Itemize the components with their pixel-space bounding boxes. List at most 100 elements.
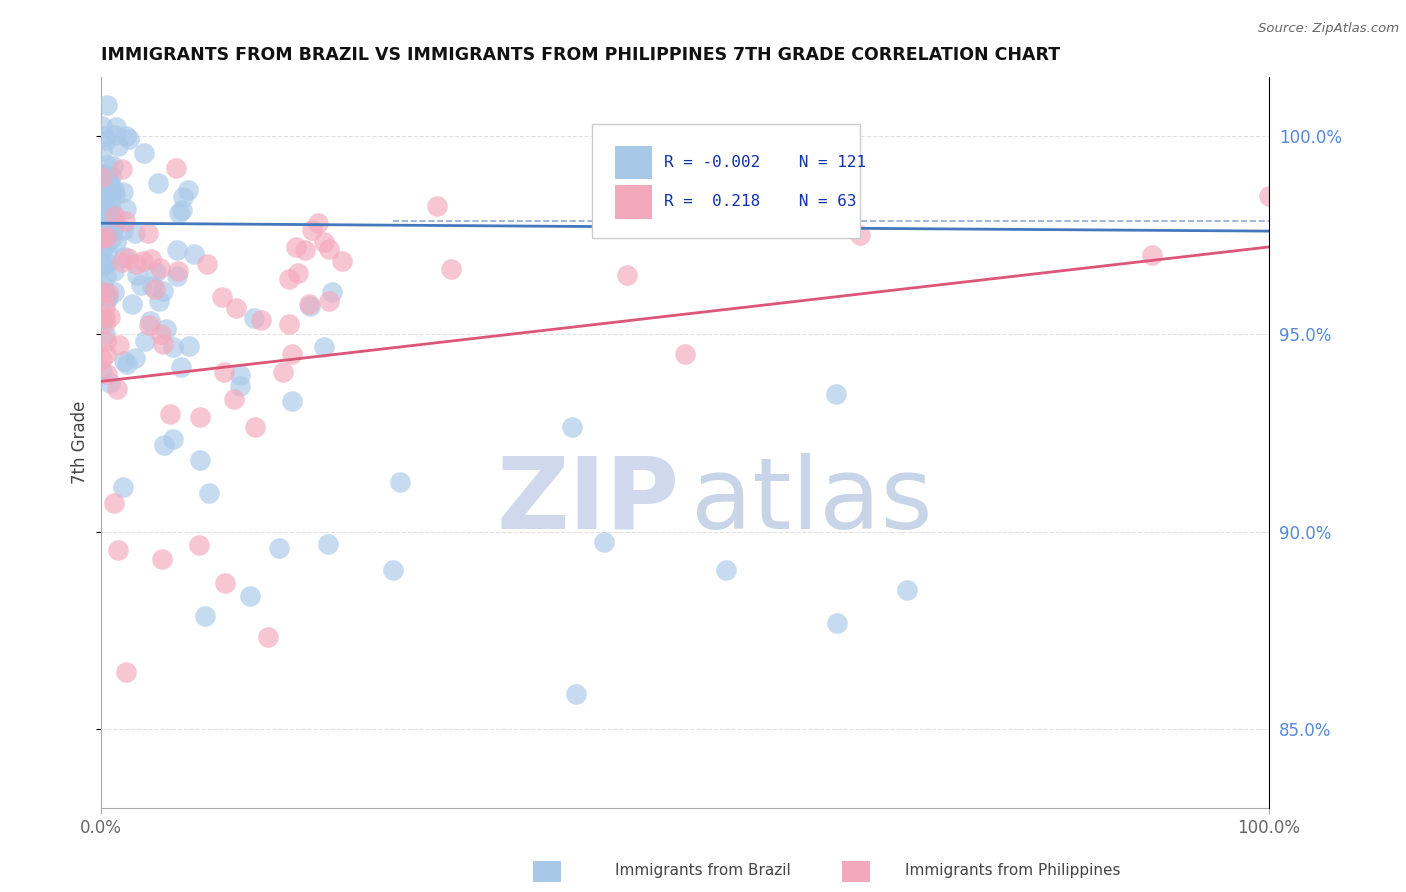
Point (301, 223, 323, 237)
Point (103, 264, 125, 278)
Point (114, 202, 136, 216)
Point (93, 129, 115, 144)
Point (139, 314, 162, 328)
Point (93, 218, 115, 232)
Point (91, 214, 114, 228)
Point (91, 363, 114, 377)
Point (148, 293, 170, 308)
Point (112, 185, 135, 199)
Point (195, 257, 218, 271)
Point (117, 357, 139, 371)
Point (426, 199, 449, 213)
Point (97, 227, 120, 242)
Point (107, 543, 129, 558)
Point (96, 201, 118, 215)
Point (93, 311, 115, 326)
Point (94, 334, 117, 348)
Point (125, 268, 148, 283)
Point (115, 129, 138, 144)
Point (91, 231, 114, 245)
Point (298, 297, 321, 311)
Point (278, 317, 301, 331)
Text: R =  0.218    N = 63: R = 0.218 N = 63 (664, 194, 856, 210)
Point (176, 183, 198, 197)
Point (100, 205, 122, 219)
Text: Immigrants from Brazil: Immigrants from Brazil (616, 863, 790, 878)
Point (159, 407, 181, 421)
Point (243, 310, 266, 325)
Point (256, 630, 278, 644)
Point (593, 534, 616, 549)
Text: R = -0.002    N = 121: R = -0.002 N = 121 (664, 155, 866, 170)
Point (330, 254, 353, 268)
Point (307, 216, 329, 230)
Point (229, 368, 252, 382)
Point (287, 266, 309, 280)
Point (91, 260, 114, 274)
Point (96, 367, 118, 381)
Point (318, 537, 340, 551)
Point (94, 133, 117, 147)
Point (132, 146, 155, 161)
Point (124, 351, 146, 365)
Point (94, 327, 117, 342)
Point (96, 207, 118, 221)
Point (98, 174, 121, 188)
Point (96, 244, 118, 259)
Point (239, 589, 262, 603)
Point (152, 337, 174, 351)
Point (98, 195, 121, 210)
Y-axis label: 7th Grade: 7th Grade (72, 401, 89, 484)
Point (96, 256, 118, 270)
Point (299, 299, 322, 313)
Point (118, 132, 141, 146)
Point (96, 158, 118, 172)
Point (101, 215, 124, 229)
Point (112, 354, 135, 368)
Point (132, 253, 155, 268)
Point (194, 609, 217, 624)
Point (561, 420, 583, 434)
FancyBboxPatch shape (614, 145, 652, 179)
Point (138, 226, 160, 240)
Point (91, 165, 114, 179)
Point (96, 291, 118, 305)
Point (129, 278, 152, 293)
Point (134, 334, 156, 348)
Point (111, 255, 134, 269)
Point (825, 616, 848, 631)
Point (104, 209, 127, 223)
Point (285, 240, 308, 254)
Point (281, 347, 304, 361)
Point (91, 180, 114, 194)
Point (138, 318, 160, 332)
Point (198, 485, 221, 500)
Point (141, 252, 163, 266)
Point (166, 264, 188, 278)
Point (94, 202, 117, 217)
Point (312, 235, 335, 249)
Point (104, 219, 127, 233)
Point (104, 188, 127, 202)
Point (165, 161, 187, 175)
Point (117, 251, 139, 265)
Point (103, 285, 125, 299)
Point (318, 294, 340, 309)
Point (97, 205, 120, 219)
Point (111, 480, 134, 494)
Point (124, 226, 146, 240)
Point (212, 365, 235, 379)
FancyBboxPatch shape (614, 186, 652, 219)
Point (188, 453, 211, 467)
Point (166, 269, 188, 284)
Point (105, 382, 128, 396)
Point (93, 168, 115, 182)
Point (188, 409, 211, 424)
Point (98, 376, 121, 391)
Text: IMMIGRANTS FROM BRAZIL VS IMMIGRANTS FROM PHILIPPINES 7TH GRADE CORRELATION CHAR: IMMIGRANTS FROM BRAZIL VS IMMIGRANTS FRO… (101, 46, 1060, 64)
Point (100, 178, 122, 192)
Point (91, 214, 114, 228)
Point (108, 338, 131, 352)
Point (100, 232, 122, 246)
Point (101, 222, 124, 236)
